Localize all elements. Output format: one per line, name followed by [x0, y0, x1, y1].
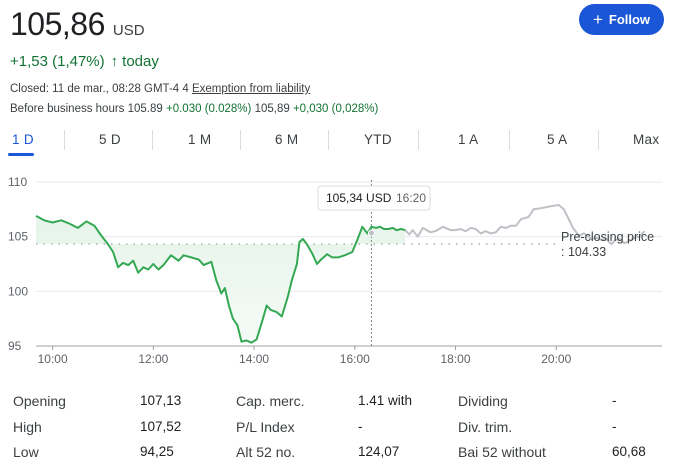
tab-divider	[152, 130, 153, 150]
tab-divider	[328, 130, 329, 150]
stat-label-dividend: Dividing	[458, 393, 508, 409]
plus-icon: +	[592, 10, 603, 29]
stat-label-pe: P/L Index	[236, 419, 295, 435]
stat-value-pe: -	[358, 419, 363, 434]
disclaimer-link[interactable]: Exemption from liability	[191, 83, 311, 95]
change-value: +1,53 (1,47%)	[10, 53, 105, 70]
y-tick-label: 110	[8, 175, 27, 189]
price-chart-container: 110 105 100 95 10:00 12:00 14:00 16:00 18:00 20:0…	[0, 170, 673, 370]
price-change: +1,53 (1,47%) ↑ today	[10, 53, 159, 70]
tab-divider	[418, 130, 419, 150]
tab-max[interactable]: Max	[633, 132, 660, 147]
tab-divider	[64, 130, 65, 150]
regular-area-fill	[36, 215, 406, 343]
closed-text: Closed: 11 de mar., 08:28 GMT-4 4	[10, 83, 189, 95]
x-tick-label: 12:00	[138, 352, 168, 366]
before-hours-change: +0.030 (0.028%)	[166, 103, 252, 115]
x-tick-label: 10:00	[38, 352, 68, 366]
stat-value-low: 94,25	[140, 444, 174, 459]
x-tick-label: 18:00	[441, 352, 471, 366]
x-tick-label: 14:00	[239, 352, 269, 366]
stat-value-opening: 107,13	[140, 393, 182, 408]
follow-label: Follow	[608, 12, 651, 27]
previous-close-value: : 104.33	[561, 245, 606, 259]
tooltip-time: 16:20	[396, 191, 426, 205]
tab-5d[interactable]: 5 D	[99, 132, 121, 147]
price-chart[interactable]: 110 105 100 95 10:00 12:00 14:00 16:00 18:00 20:0…	[0, 170, 673, 370]
tab-divider	[598, 130, 599, 150]
follow-button[interactable]: + Follow	[579, 4, 664, 35]
stats-table: Opening 107,13 Cap. merc. 1.41 with Divi…	[0, 385, 673, 465]
y-tick-label: 95	[8, 339, 22, 353]
tooltip-price: 105,34 USD	[326, 191, 392, 205]
stat-value-quarterly-div: -	[612, 419, 617, 434]
stat-value-market-cap: 1.41 with	[358, 393, 413, 408]
previous-close-label: Pre-closing price	[561, 230, 654, 244]
change-period: today	[122, 53, 159, 70]
stat-value-52w-low: 60,68	[612, 444, 646, 459]
tab-divider	[509, 130, 510, 150]
active-tab-indicator	[8, 153, 34, 156]
extended-hours-line	[404, 204, 646, 246]
tab-1m[interactable]: 1 M	[188, 132, 212, 147]
stat-label-quarterly-div: Div. trim.	[458, 419, 513, 435]
stat-value-high: 107,52	[140, 419, 182, 434]
tab-5a[interactable]: 5 A	[547, 132, 568, 147]
tab-6m[interactable]: 6 M	[275, 132, 299, 147]
tooltip-box	[317, 185, 431, 211]
before-hours-info: Before business hours 105.89 +0.030 (0.0…	[10, 103, 378, 115]
stat-label-52w-low: Bai 52 without	[458, 444, 546, 460]
market-status: Closed: 11 de mar., 08:28 GMT-4 4 Exempt…	[10, 83, 310, 95]
stat-label-market-cap: Cap. merc.	[236, 393, 305, 409]
range-tabs: 1 D 5 D 1 M 6 M YTD 1 A 5 A Max	[0, 128, 673, 156]
current-price: 105,86	[10, 6, 105, 42]
stat-label-opening: Opening	[13, 393, 66, 409]
x-tick-label: 20:00	[541, 352, 571, 366]
y-tick-label: 100	[8, 284, 28, 298]
stat-label-52w-high: Alt 52 no.	[236, 444, 296, 460]
tab-1d[interactable]: 1 D	[12, 132, 34, 147]
stat-value-52w-high: 124,07	[358, 444, 400, 459]
tab-ytd[interactable]: YTD	[364, 132, 392, 147]
crosshair-point	[367, 229, 375, 237]
arrow-up-icon: ↑	[110, 53, 119, 70]
before-hours-label: Before business hours 105.89	[10, 103, 163, 115]
before-hours-change-alt: +0,030 (0,028%)	[292, 103, 379, 115]
stat-label-low: Low	[13, 444, 39, 460]
tab-divider	[240, 130, 241, 150]
regular-hours-line	[35, 215, 406, 344]
stat-value-dividend: -	[612, 393, 617, 408]
tab-1a[interactable]: 1 A	[458, 132, 479, 147]
currency-label: USD	[112, 22, 145, 39]
before-hours-price: 105,89	[254, 103, 290, 115]
price-header: 105,86 USD	[10, 6, 145, 43]
stat-label-high: High	[13, 419, 42, 435]
x-tick-label: 16:00	[340, 352, 370, 366]
y-tick-label: 105	[8, 230, 28, 244]
